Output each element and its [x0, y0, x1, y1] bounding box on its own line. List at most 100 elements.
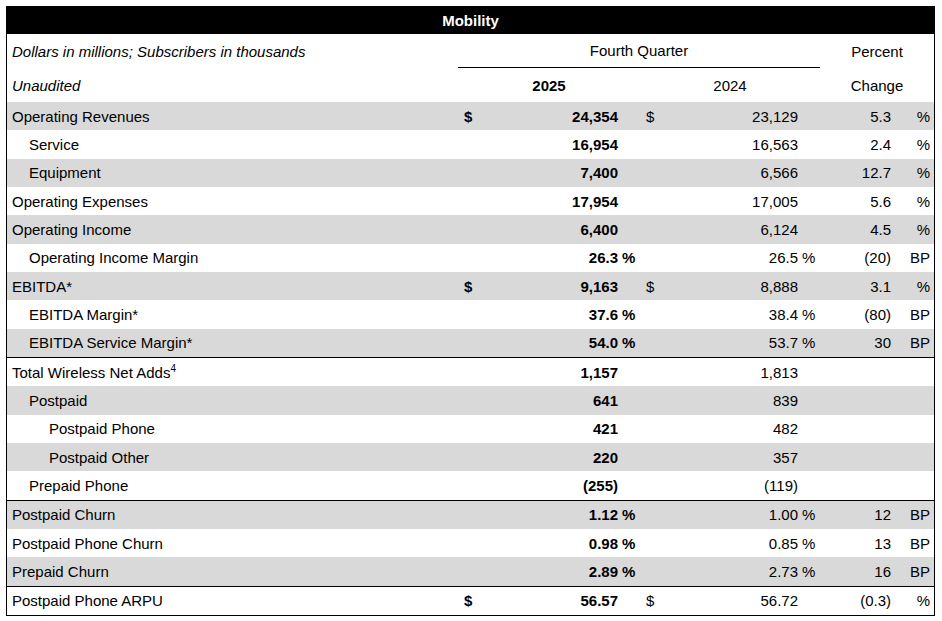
change-unit: BP: [891, 306, 934, 323]
row-label-text: EBITDA*: [12, 278, 72, 295]
row-label: EBITDA Margin*: [7, 306, 458, 323]
table-row: Equipment 7,400 6,566 12.7 %: [7, 159, 934, 187]
value-2024: 8,888: [660, 278, 798, 295]
row-label-text: EBITDA Service Margin*: [29, 334, 192, 351]
change-value: (0.3): [820, 592, 891, 609]
table-row: Postpaid Other 220 357: [7, 443, 934, 471]
value-2024: 23,129: [660, 108, 798, 125]
value-2024: 53.7: [660, 334, 798, 351]
percent-sign-2025: %: [618, 306, 640, 323]
row-label-text: Postpaid Other: [49, 449, 149, 466]
row-label-text: Operating Revenues: [12, 108, 150, 125]
change-unit: BP: [891, 249, 934, 266]
change-unit: %: [891, 136, 934, 153]
table-row: Operating Income Margin 26.3 % 26.5 % (2…: [7, 244, 934, 272]
change-unit: BP: [891, 334, 934, 351]
value-2024: 1.00: [660, 506, 798, 523]
row-label: Operating Expenses: [7, 193, 458, 210]
table-header: Dollars in millions; Subscribers in thou…: [7, 34, 934, 102]
row-label-text: EBITDA Margin*: [29, 306, 138, 323]
value-2025: 641: [479, 392, 618, 409]
change-value: 13: [820, 535, 891, 552]
change-unit: BP: [891, 506, 934, 523]
row-label-text: Postpaid Phone Churn: [12, 535, 163, 552]
row-label: EBITDA Service Margin*: [7, 334, 458, 351]
value-2024: 0.85: [660, 535, 798, 552]
percent-header-line2: Change: [820, 68, 934, 102]
change-value: 5.3: [820, 108, 891, 125]
percent-sign-2024: %: [798, 535, 820, 552]
table-row: Prepaid Churn 2.89 % 2.73 % 16 BP: [7, 557, 934, 585]
row-label: Postpaid Phone Churn: [7, 535, 458, 552]
table-row: Postpaid Phone 421 482: [7, 415, 934, 443]
table-row: Prepaid Phone (255) (119): [7, 471, 934, 499]
row-label-text: Service: [29, 136, 79, 153]
value-2025: 56.57: [479, 592, 618, 609]
table-row: EBITDA Service Margin* 54.0 % 53.7 % 30 …: [7, 329, 934, 357]
currency-symbol-2025: $: [458, 592, 479, 609]
value-2025: 2.89: [479, 563, 618, 580]
value-2024: 26.5: [660, 249, 798, 266]
change-unit: %: [891, 592, 934, 609]
table-title-banner: Mobility: [7, 7, 934, 34]
row-label: Prepaid Phone: [7, 477, 458, 494]
table-body: Operating Revenues $ 24,354 $ 23,129 5.3…: [7, 102, 934, 615]
percent-sign-2024: %: [798, 306, 820, 323]
row-label: Prepaid Churn: [7, 563, 458, 580]
change-unit: %: [891, 193, 934, 210]
change-unit: %: [891, 278, 934, 295]
percent-sign-2025: %: [618, 535, 640, 552]
header-row-2: Unaudited 2025 2024 Change: [7, 68, 934, 102]
value-2025: 220: [479, 449, 618, 466]
period-group-header: Fourth Quarter: [458, 34, 820, 68]
percent-sign-2025: %: [618, 563, 640, 580]
percent-sign-2024: %: [798, 506, 820, 523]
value-2025: 17,954: [479, 193, 618, 210]
change-value: 12: [820, 506, 891, 523]
value-2024: 17,005: [660, 193, 798, 210]
row-label: Service: [7, 136, 458, 153]
table-row: Postpaid Phone ARPU $ 56.57 $ 56.72 (0.3…: [7, 586, 934, 615]
change-value: 3.1: [820, 278, 891, 295]
row-label-text: Prepaid Phone: [29, 477, 128, 494]
value-2025: 16,954: [479, 136, 618, 153]
row-label-text: Postpaid Phone: [49, 420, 155, 437]
table-row: Operating Income 6,400 6,124 4.5 %: [7, 215, 934, 243]
currency-symbol-2025: $: [458, 108, 479, 125]
row-label-text: Equipment: [29, 164, 101, 181]
value-2024: 2.73: [660, 563, 798, 580]
row-label: Postpaid Phone: [7, 420, 458, 437]
change-value: (20): [820, 249, 891, 266]
column-header-2024: 2024: [640, 68, 820, 102]
row-label-text: Operating Income Margin: [29, 249, 198, 266]
currency-symbol-2024: $: [640, 108, 660, 125]
column-header-2025: 2025: [458, 68, 640, 102]
table-row: Postpaid Churn 1.12 % 1.00 % 12 BP: [7, 500, 934, 529]
year-columns: 2025 2024: [458, 68, 820, 102]
row-label: Postpaid Churn: [7, 506, 458, 523]
percent-sign-2025: %: [618, 249, 640, 266]
percent-sign-2024: %: [798, 249, 820, 266]
value-2025: 421: [479, 420, 618, 437]
table-row: Postpaid Phone Churn 0.98 % 0.85 % 13 BP: [7, 529, 934, 557]
row-label-superscript: 4: [170, 364, 176, 374]
value-2024: 839: [660, 392, 798, 409]
table-title: Mobility: [442, 12, 499, 29]
table-row: EBITDA Margin* 37.6 % 38.4 % (80) BP: [7, 300, 934, 328]
change-value: 2.4: [820, 136, 891, 153]
percent-sign-2025: %: [618, 506, 640, 523]
change-value: 16: [820, 563, 891, 580]
unaudited-note: Unaudited: [7, 68, 458, 102]
currency-symbol-2025: $: [458, 278, 479, 295]
value-2025: 1,157: [479, 364, 618, 381]
table-row: Operating Revenues $ 24,354 $ 23,129 5.3…: [7, 102, 934, 130]
row-label-text: Total Wireless Net Adds: [12, 364, 170, 381]
units-note: Dollars in millions; Subscribers in thou…: [7, 34, 458, 68]
change-value: 5.6: [820, 193, 891, 210]
row-label-text: Postpaid: [29, 392, 87, 409]
value-2025: 7,400: [479, 164, 618, 181]
value-2025: 54.0: [479, 334, 618, 351]
row-label: Equipment: [7, 164, 458, 181]
percent-sign-2024: %: [798, 563, 820, 580]
percent-sign-2025: %: [618, 334, 640, 351]
